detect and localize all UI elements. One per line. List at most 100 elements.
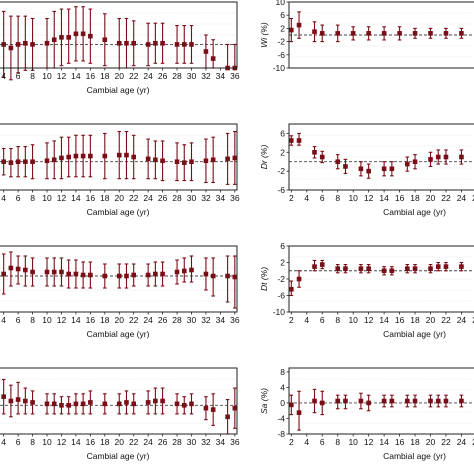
y-axis-label: Dr (%) (259, 145, 269, 170)
point-marker (66, 403, 71, 408)
x-tick-label: 26 (472, 437, 474, 447)
point-marker (232, 155, 238, 161)
x-tick-label: 32 (201, 315, 211, 325)
x-tick-label: 24 (143, 437, 153, 447)
x-tick-label: 4 (304, 193, 309, 203)
point-marker (124, 40, 129, 46)
point-marker (335, 398, 341, 404)
data-point-7 (358, 161, 364, 177)
plot-frame (0, 1, 238, 69)
x-tick-label: 34 (216, 437, 226, 447)
data-point-21 (174, 393, 180, 415)
point-marker (44, 40, 50, 46)
data-point-5 (23, 15, 28, 71)
data-point-11 (405, 264, 410, 274)
x-tick-label: 24 (143, 315, 153, 325)
data-point-9 (381, 266, 387, 276)
point-marker (88, 33, 93, 39)
point-marker (296, 22, 302, 28)
point-marker (59, 35, 64, 40)
data-point-12 (443, 27, 449, 39)
point-marker (435, 154, 441, 160)
data-point-6 (350, 26, 356, 41)
x-tick-label: 10 (42, 193, 52, 203)
point-marker (389, 166, 395, 172)
x-tick-label: 20 (115, 315, 125, 325)
point-marker (59, 269, 64, 275)
data-point-13 (88, 390, 93, 415)
point-marker (443, 264, 449, 269)
point-marker (73, 153, 79, 159)
x-tick-label: 6 (16, 315, 21, 325)
x-tick-label: 12 (364, 315, 374, 325)
data-point-7 (358, 264, 364, 274)
x-tick-label: 22 (129, 193, 139, 203)
x-tick-label: 8 (30, 193, 35, 203)
point-marker (358, 166, 364, 172)
point-marker (428, 31, 433, 36)
data-point-1 (289, 135, 294, 146)
data-point-6 (30, 144, 35, 180)
data-point-12 (80, 134, 86, 178)
point-marker (1, 42, 6, 47)
data-point-21 (174, 142, 180, 182)
data-point-18 (145, 138, 151, 180)
data-point-9 (397, 26, 402, 41)
point-marker (203, 405, 209, 411)
data-point-7 (366, 26, 371, 41)
x-axis-label: Cambial age (yr) (383, 329, 446, 339)
y-tick-label: -10 (273, 307, 286, 317)
x-tick-label: 28 (172, 71, 182, 81)
point-marker (88, 272, 93, 278)
data-point-6 (343, 158, 348, 175)
point-marker (428, 157, 433, 162)
data-point-15 (116, 393, 122, 415)
data-point-6 (30, 257, 35, 287)
point-marker (189, 159, 194, 165)
point-marker (8, 265, 14, 271)
x-tick-label: 8 (335, 193, 340, 203)
point-marker (459, 31, 464, 36)
data-point-10 (389, 266, 395, 276)
x-tick-label: 2 (289, 315, 294, 325)
point-marker (181, 42, 187, 47)
x-tick-label: 10 (42, 315, 52, 325)
data-point-9 (381, 394, 387, 408)
point-marker (443, 31, 449, 36)
data-point-15 (116, 263, 122, 289)
x-tick-label: 24 (143, 193, 153, 203)
data-point-9 (59, 396, 64, 415)
data-point-4 (15, 255, 21, 285)
point-marker (8, 160, 14, 165)
data-point-5 (23, 146, 28, 178)
point-marker (232, 405, 238, 411)
point-marker (189, 401, 194, 407)
x-tick-label: 14 (71, 193, 81, 203)
y-tick-label: 6 (280, 241, 285, 251)
y-tick-label: 2 (280, 147, 285, 157)
point-marker (23, 267, 28, 273)
point-marker (203, 49, 209, 54)
data-point-14 (435, 394, 441, 408)
point-marker (428, 266, 433, 271)
data-point-12 (412, 154, 418, 170)
data-point-27 (232, 387, 238, 429)
x-tick-label: 20 (426, 315, 436, 325)
x-tick-label: 18 (100, 437, 110, 447)
data-point-1 (289, 394, 294, 416)
x-tick-label: 28 (172, 437, 182, 447)
x-tick-label: 14 (379, 437, 389, 447)
point-marker (174, 269, 180, 275)
data-point-7 (44, 17, 50, 69)
x-tick-label: 18 (100, 315, 110, 325)
point-marker (289, 402, 294, 408)
point-marker (8, 45, 14, 51)
data-point-15 (116, 17, 122, 69)
data-point-6 (30, 17, 35, 71)
y-tick-label: 4 (280, 382, 285, 392)
x-tick-label: 32 (201, 437, 211, 447)
data-point-15 (116, 130, 122, 180)
y-tick-label: -6 (277, 185, 285, 195)
point-marker (412, 31, 418, 36)
x-tick-label: 18 (410, 315, 420, 325)
